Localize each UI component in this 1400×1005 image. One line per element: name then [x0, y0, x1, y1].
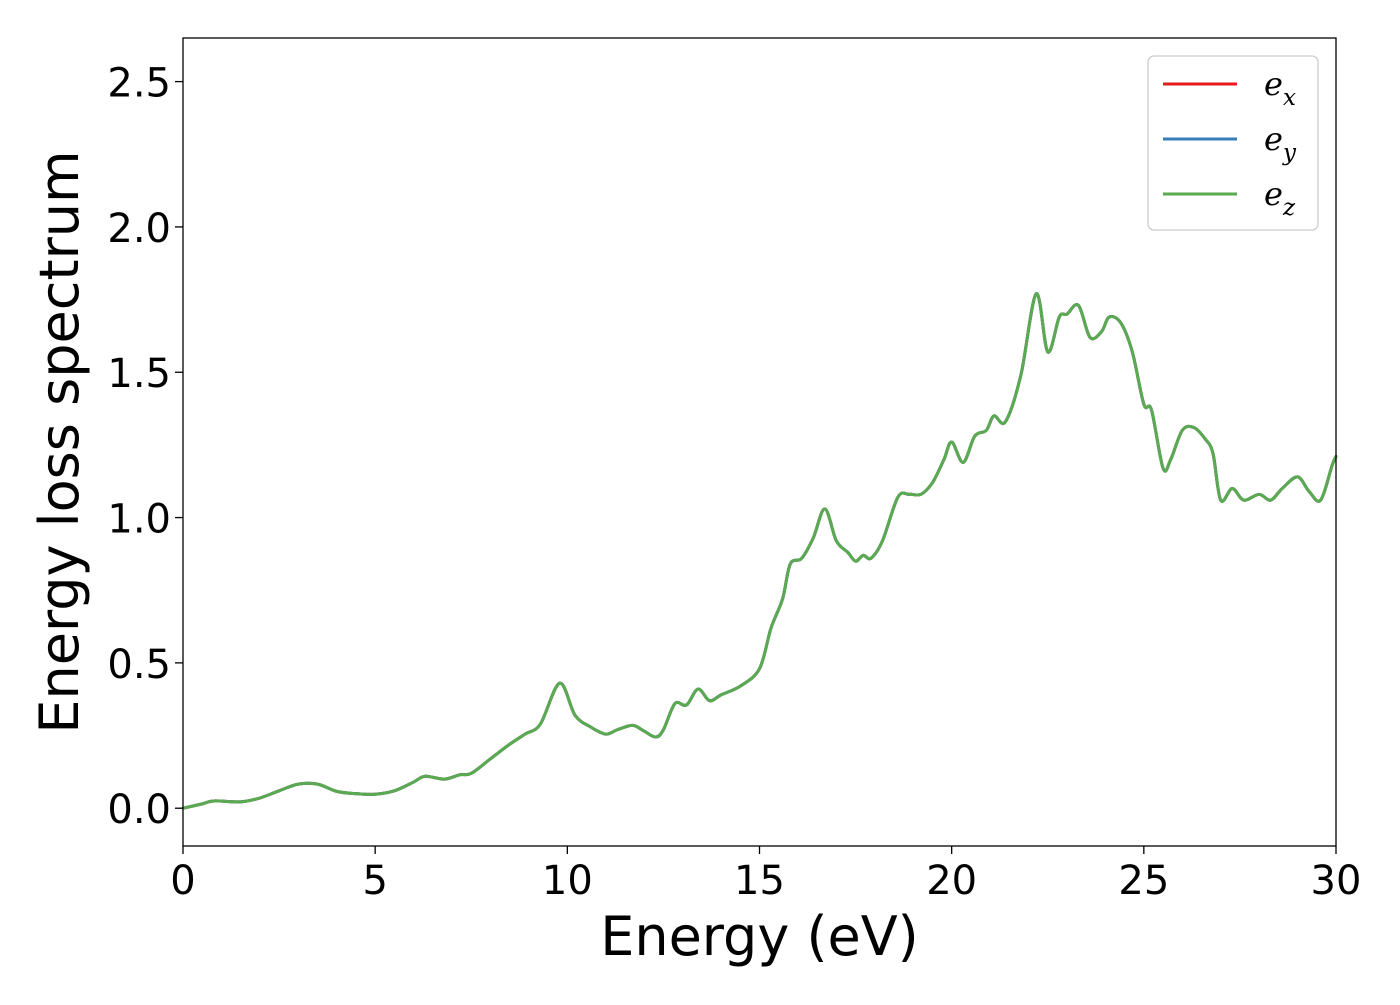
y-axis-ticks: 0.0 0.5 1.0 1.5 2.0 2.5	[107, 61, 183, 833]
y-tick-label: 0.5	[107, 642, 171, 688]
x-axis-label: Energy (eV)	[600, 905, 919, 968]
legend-label-subscript: y	[1282, 140, 1297, 166]
legend-label-subscript: z	[1282, 195, 1296, 221]
y-tick-label: 0.0	[107, 787, 171, 833]
legend-label-y: ey	[1264, 120, 1297, 166]
series-line-ez	[181, 292, 1338, 810]
y-axis-label: Energy loss spectrum	[28, 150, 91, 733]
legend-label-base: e	[1264, 65, 1283, 103]
legend-label-base: e	[1264, 175, 1283, 213]
y-tick-label: 1.0	[107, 497, 171, 543]
x-tick-label: 0	[170, 858, 195, 904]
x-tick-label: 5	[362, 858, 387, 904]
x-axis-ticks: 0 5 10 15 20 25 30	[170, 846, 1361, 904]
x-tick-label: 20	[926, 858, 977, 904]
x-tick-label: 10	[542, 858, 593, 904]
legend-box	[1147, 55, 1319, 231]
y-tick-label: 1.5	[107, 351, 171, 397]
x-tick-label: 30	[1311, 858, 1362, 904]
legend-label-base: e	[1264, 120, 1283, 158]
x-tick-label: 15	[734, 858, 785, 904]
y-tick-label: 2.5	[107, 61, 171, 107]
legend-label-x: ex	[1264, 65, 1296, 111]
x-tick-label: 25	[1118, 858, 1169, 904]
legend-label-z: ez	[1264, 175, 1296, 221]
legend-label-subscript: x	[1283, 85, 1296, 111]
series-layer	[181, 292, 1338, 810]
y-tick-label: 2.0	[107, 206, 171, 252]
